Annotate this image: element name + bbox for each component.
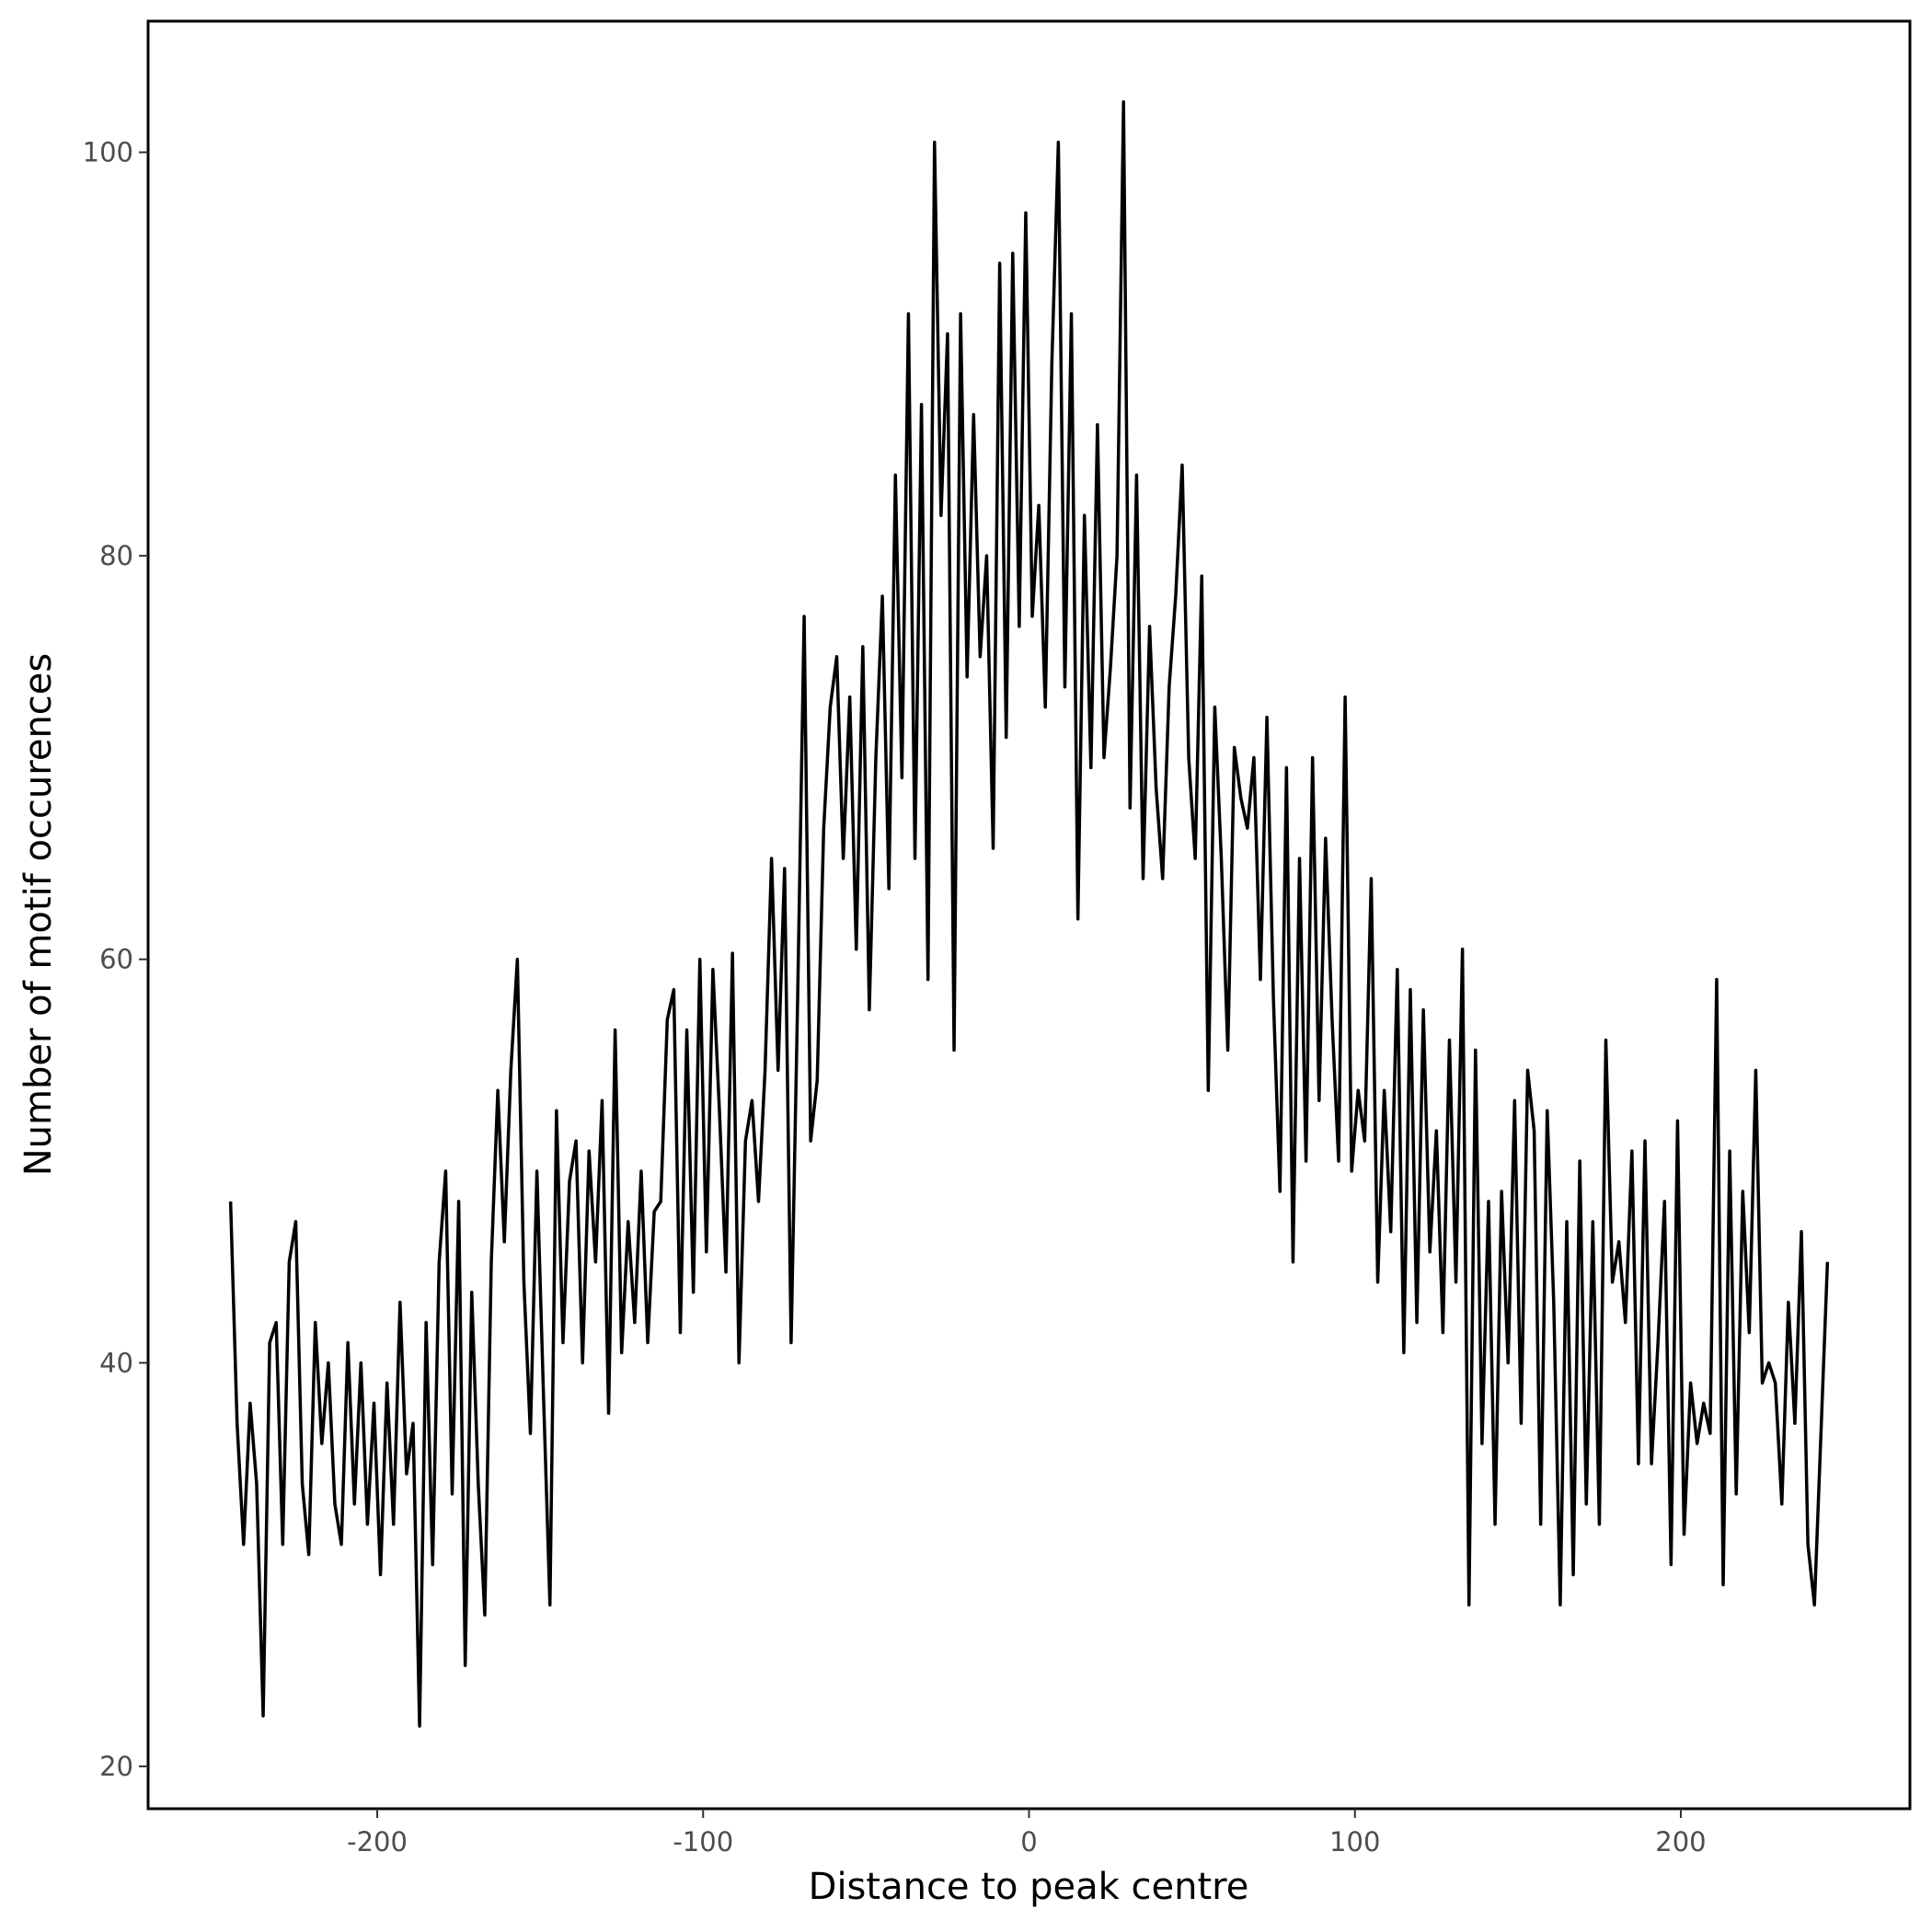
panel-border — [146, 19, 1912, 1811]
y-tick-label: 40 — [99, 1347, 133, 1378]
x-axis-title: Distance to peak centre — [809, 1866, 1249, 1908]
y-tick-label: 60 — [99, 944, 133, 975]
y-tick-label: 20 — [99, 1751, 133, 1782]
x-tick-label: 0 — [1020, 1826, 1037, 1857]
x-tick-label: 200 — [1655, 1826, 1706, 1857]
x-tick-label: -100 — [673, 1826, 733, 1857]
data-line — [228, 99, 1830, 1728]
x-tick-label: 100 — [1329, 1826, 1380, 1857]
y-axis-title: Number of motif occurences — [17, 653, 60, 1176]
y-tick-label: 100 — [83, 137, 133, 168]
x-tick-label: -200 — [347, 1826, 408, 1857]
y-tick-label: 80 — [99, 540, 133, 571]
